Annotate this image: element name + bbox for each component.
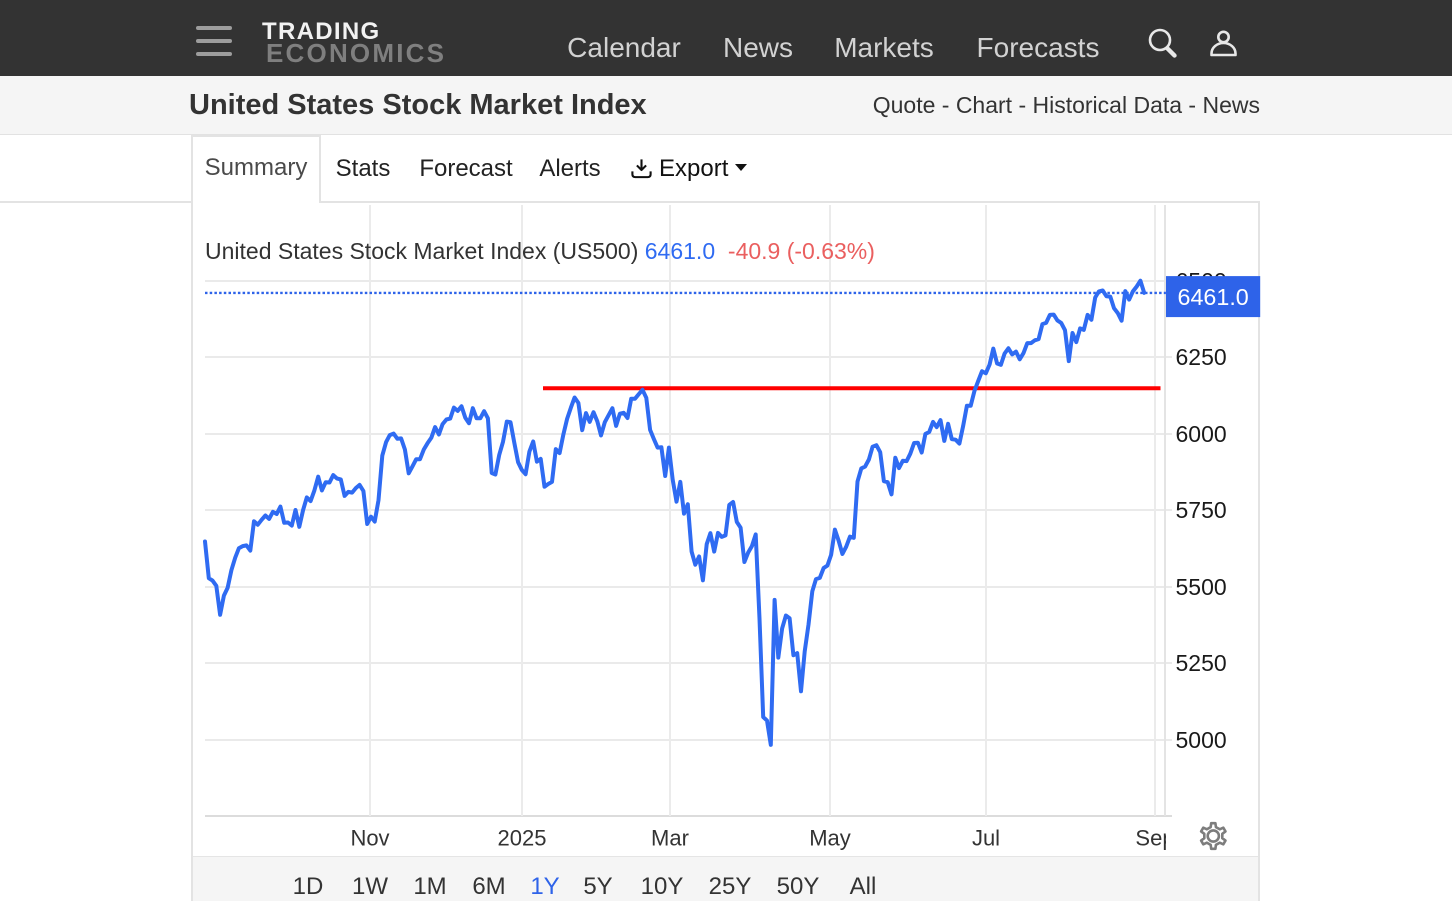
svg-text:6461.0: 6461.0: [1178, 284, 1249, 310]
svg-text:6250: 6250: [1176, 344, 1227, 370]
svg-text:5750: 5750: [1176, 497, 1227, 523]
svg-text:Nov: Nov: [350, 826, 389, 851]
svg-text:6000: 6000: [1176, 421, 1227, 447]
svg-text:Sep: Sep: [1135, 826, 1174, 851]
svg-text:5000: 5000: [1176, 727, 1227, 753]
svg-text:5500: 5500: [1176, 574, 1227, 600]
svg-text:Mar: Mar: [651, 826, 689, 851]
svg-text:2025: 2025: [498, 826, 547, 851]
svg-text:May: May: [809, 826, 851, 851]
svg-text:5250: 5250: [1176, 650, 1227, 676]
svg-text:Jul: Jul: [972, 826, 1000, 851]
